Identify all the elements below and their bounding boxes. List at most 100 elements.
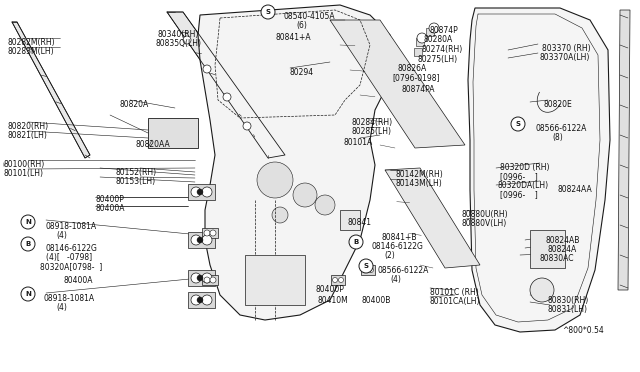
Circle shape: [21, 287, 35, 301]
Text: 80274(RH): 80274(RH): [421, 45, 462, 54]
Polygon shape: [198, 5, 395, 320]
Circle shape: [191, 295, 201, 305]
Polygon shape: [167, 12, 285, 158]
Text: 08146-6122G: 08146-6122G: [46, 244, 98, 253]
Text: 803370 (RH): 803370 (RH): [542, 44, 591, 53]
Circle shape: [202, 235, 212, 245]
Text: 80142M(RH): 80142M(RH): [396, 170, 444, 179]
Text: 80841+B: 80841+B: [382, 233, 417, 242]
Text: 80820AA: 80820AA: [136, 140, 171, 149]
Circle shape: [204, 230, 210, 236]
Text: 80100(RH): 80100(RH): [4, 160, 45, 169]
Circle shape: [530, 278, 554, 302]
Text: 08540-4105A: 08540-4105A: [284, 12, 335, 21]
Text: 08146-6122G: 08146-6122G: [372, 242, 424, 251]
Circle shape: [223, 93, 231, 101]
Text: (4): (4): [390, 275, 401, 284]
Text: 80831(LH): 80831(LH): [548, 305, 588, 314]
Circle shape: [429, 23, 439, 33]
Text: 80400A: 80400A: [96, 204, 125, 213]
Text: 80284(RH): 80284(RH): [352, 118, 393, 127]
Circle shape: [243, 122, 251, 130]
Text: [0996-    ]: [0996- ]: [500, 190, 538, 199]
Text: 80101C (RH): 80101C (RH): [430, 288, 479, 297]
Text: 80841: 80841: [348, 218, 372, 227]
Polygon shape: [340, 210, 360, 230]
Text: 80285(LH): 80285(LH): [352, 127, 392, 136]
Circle shape: [511, 117, 525, 131]
Circle shape: [349, 235, 363, 249]
Circle shape: [191, 235, 201, 245]
Text: ^800*0.54: ^800*0.54: [562, 326, 604, 335]
Polygon shape: [188, 232, 215, 248]
Text: 80835Q(LH): 80835Q(LH): [156, 39, 202, 48]
Text: (6): (6): [296, 21, 307, 30]
Polygon shape: [148, 118, 198, 148]
Text: S: S: [266, 9, 271, 15]
Text: 80340(RH): 80340(RH): [158, 30, 200, 39]
Text: 80152(RH): 80152(RH): [116, 168, 157, 177]
Circle shape: [417, 33, 427, 43]
Text: 80820E: 80820E: [544, 100, 573, 109]
Polygon shape: [245, 255, 305, 305]
Polygon shape: [331, 275, 345, 285]
Text: 80874PA: 80874PA: [402, 85, 435, 94]
Text: 80874P: 80874P: [430, 26, 459, 35]
Text: (4): (4): [56, 231, 67, 240]
Polygon shape: [385, 168, 480, 268]
Polygon shape: [414, 48, 422, 56]
Circle shape: [293, 183, 317, 207]
Circle shape: [197, 297, 203, 303]
Text: 80282M(RH): 80282M(RH): [8, 38, 56, 47]
Text: S: S: [515, 121, 520, 127]
Text: (8): (8): [552, 133, 563, 142]
Circle shape: [369, 267, 374, 273]
Text: 08918-1081A: 08918-1081A: [44, 294, 95, 303]
Circle shape: [202, 187, 212, 197]
Text: (4)[   -0798]: (4)[ -0798]: [46, 253, 92, 262]
Circle shape: [21, 215, 35, 229]
Text: 80880V(LH): 80880V(LH): [462, 219, 508, 228]
Text: 80101A: 80101A: [344, 138, 373, 147]
Polygon shape: [426, 28, 434, 36]
Text: 80280A: 80280A: [424, 35, 453, 44]
Circle shape: [197, 275, 203, 281]
Circle shape: [202, 273, 212, 283]
Text: 80824AB: 80824AB: [546, 236, 580, 245]
Text: 80143M(LH): 80143M(LH): [396, 179, 443, 188]
Text: 80830AC: 80830AC: [540, 254, 575, 263]
Text: 80320DA(LH): 80320DA(LH): [498, 181, 549, 190]
Circle shape: [333, 278, 337, 282]
Polygon shape: [188, 270, 215, 286]
Text: 803370A(LH): 803370A(LH): [540, 53, 590, 62]
Text: 80400B: 80400B: [362, 296, 392, 305]
Text: 80275(LH): 80275(LH): [417, 55, 457, 64]
Text: 08918-1081A: 08918-1081A: [46, 222, 97, 231]
Circle shape: [202, 295, 212, 305]
Circle shape: [359, 259, 373, 273]
Text: 80101(LH): 80101(LH): [4, 169, 44, 178]
Text: 80400A: 80400A: [64, 276, 93, 285]
Circle shape: [315, 195, 335, 215]
Polygon shape: [202, 275, 218, 285]
Circle shape: [204, 277, 210, 283]
Circle shape: [203, 65, 211, 73]
Text: 08566-6122A: 08566-6122A: [536, 124, 588, 133]
Circle shape: [362, 267, 367, 273]
Polygon shape: [416, 38, 424, 46]
Circle shape: [210, 277, 216, 283]
Text: 80283M(LH): 80283M(LH): [8, 47, 54, 56]
Text: 80400P: 80400P: [316, 285, 345, 294]
Text: 80400P: 80400P: [96, 195, 125, 204]
Circle shape: [197, 189, 203, 195]
Polygon shape: [530, 230, 565, 268]
Text: 80320A[0798-  ]: 80320A[0798- ]: [40, 262, 102, 271]
Circle shape: [191, 187, 201, 197]
Polygon shape: [618, 10, 630, 290]
Polygon shape: [330, 20, 465, 148]
Text: 80821(LH): 80821(LH): [8, 131, 48, 140]
Text: B: B: [353, 239, 358, 245]
Text: S: S: [364, 263, 369, 269]
Text: 80320D (RH): 80320D (RH): [500, 163, 550, 172]
Polygon shape: [12, 22, 90, 158]
